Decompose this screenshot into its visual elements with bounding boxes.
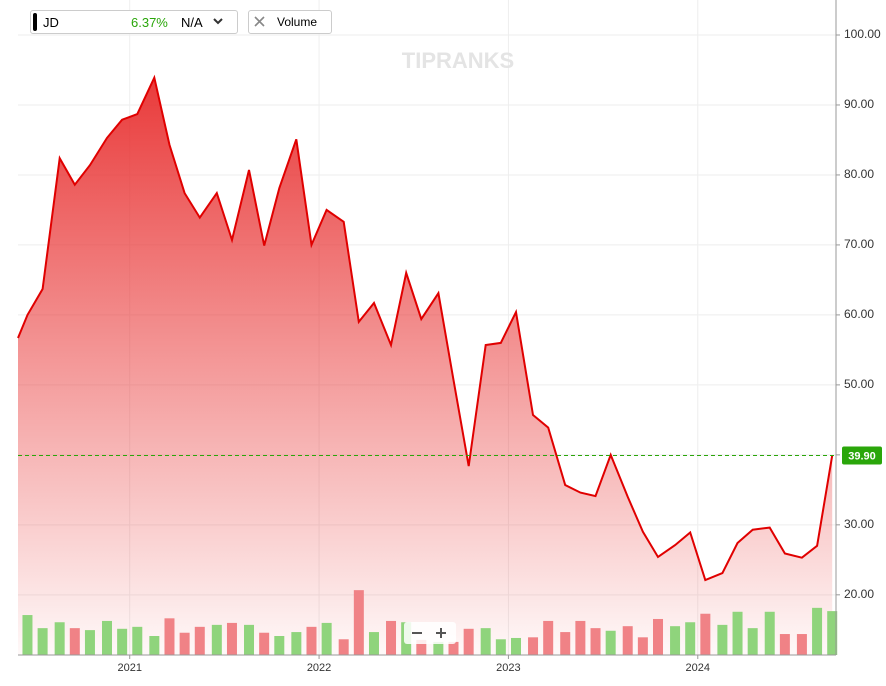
- zoom-controls: [404, 622, 456, 644]
- volume-bar: [274, 636, 285, 655]
- volume-bar: [448, 641, 459, 655]
- price-area: [18, 77, 833, 655]
- volume-bar: [543, 620, 554, 655]
- volume-bar: [386, 620, 397, 655]
- y-tick-label: 50.00: [844, 377, 874, 391]
- volume-bar: [353, 590, 364, 655]
- volume-bar: [291, 632, 302, 655]
- volume-bar: [226, 622, 237, 655]
- zoom-in[interactable]: [436, 628, 446, 638]
- volume-bar: [37, 628, 48, 655]
- volume-bar: [796, 634, 807, 655]
- volume-bar: [700, 613, 711, 655]
- volume-bar: [69, 628, 80, 655]
- y-tick-label: 90.00: [844, 97, 874, 111]
- symbol: JD: [43, 14, 59, 30]
- volume-bar: [480, 628, 491, 655]
- y-tick-label: 60.00: [844, 307, 874, 321]
- volume-bar: [510, 637, 521, 655]
- volume-bar: [321, 622, 332, 655]
- value: N/A: [181, 14, 203, 30]
- chevron: [213, 18, 223, 25]
- volume-bar: [179, 632, 190, 655]
- remove-icon[interactable]: [249, 16, 277, 28]
- x-tick-label: 2024: [686, 662, 710, 674]
- y-tick-label: 80.00: [844, 167, 874, 181]
- volume-bar: [416, 639, 427, 655]
- volume-bar: [132, 626, 143, 655]
- volume-bar: [685, 622, 696, 655]
- watermark: TIPRANKS: [402, 48, 514, 73]
- indicator: Volume: [277, 15, 318, 29]
- y-tick-label: 30.00: [844, 517, 874, 531]
- volume-bar: [259, 632, 270, 655]
- change: 6.37%: [131, 14, 168, 30]
- zoom-icons: [412, 628, 446, 638]
- volume-bar: [22, 615, 33, 655]
- volume-bar: [84, 630, 95, 655]
- volume-bar: [653, 618, 664, 655]
- series-swatch: [33, 13, 37, 31]
- volume-bar: [211, 624, 222, 655]
- volume-bar: [194, 626, 205, 655]
- volume-bar: [622, 626, 633, 655]
- volume-bar: [338, 639, 349, 655]
- x-tick-label: 2022: [307, 662, 331, 674]
- volume-bar: [101, 620, 112, 655]
- volume-bar: [528, 637, 539, 655]
- volume-bar: [670, 626, 681, 655]
- volume-bar: [779, 634, 790, 655]
- y-tick-label: 100.00: [844, 27, 881, 41]
- volume-bar: [717, 624, 728, 655]
- volume-bar: [747, 628, 758, 655]
- volume-bar: [560, 632, 571, 655]
- volume-bar: [637, 637, 648, 655]
- volume-bar: [495, 639, 506, 655]
- volume-bar: [164, 618, 175, 655]
- volume-bar: [244, 624, 255, 655]
- x-tick-label: 2021: [117, 662, 141, 674]
- price-line: [17, 74, 834, 582]
- volume-bar: [368, 632, 379, 655]
- volume-bar: [605, 630, 616, 655]
- last-price-label: 39.90: [848, 450, 876, 462]
- indicator-box[interactable]: Volume: [248, 10, 332, 34]
- symbol-box[interactable]: JD 6.37% N/A: [30, 10, 238, 34]
- volume-bar: [54, 622, 65, 655]
- volume-bar: [433, 641, 444, 655]
- volume-bar: [117, 628, 128, 655]
- y-tick-label: 70.00: [844, 237, 874, 251]
- y-tick-label: 20.00: [844, 587, 874, 601]
- volume-bar: [827, 611, 838, 655]
- volume-bar: [764, 611, 775, 655]
- volume-bar: [149, 636, 160, 655]
- volume-bar: [463, 628, 474, 655]
- volume-bar: [575, 620, 586, 655]
- volume-bar: [732, 611, 743, 655]
- volume-bar: [306, 626, 317, 655]
- x-tick-label: 2023: [496, 662, 520, 674]
- volume-bar: [590, 628, 601, 655]
- volume-bar: [812, 607, 823, 655]
- last-price-badge: [842, 446, 882, 465]
